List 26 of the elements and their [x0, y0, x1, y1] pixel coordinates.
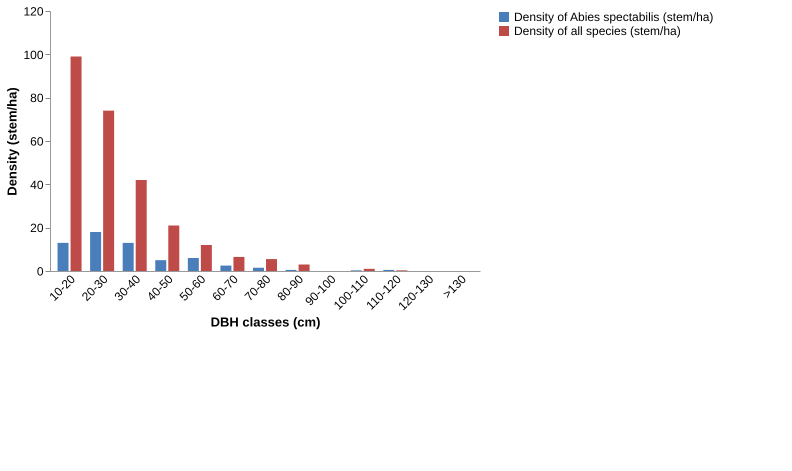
bar — [103, 110, 114, 271]
bar — [220, 266, 232, 271]
y-tick-label: 120 — [23, 4, 44, 18]
bar — [70, 56, 82, 271]
y-tick-label: 0 — [36, 264, 44, 278]
bar — [90, 232, 102, 271]
bar — [136, 180, 147, 271]
bar — [200, 245, 212, 271]
bar — [155, 260, 166, 271]
bar — [188, 258, 199, 271]
bar — [122, 242, 134, 271]
legend-label: Density of all species (stem/ha) — [514, 24, 681, 38]
bar — [168, 226, 180, 271]
y-tick-label: 60 — [30, 134, 44, 148]
bar — [298, 264, 310, 271]
bar — [266, 259, 278, 271]
y-tick-label: 20 — [30, 221, 44, 236]
bar — [252, 268, 264, 271]
y-tick-label: 100 — [23, 48, 44, 62]
bar — [233, 256, 244, 271]
y-tick-label: 40 — [30, 178, 44, 192]
legend-label: Density of Abies spectabilis (stem/ha) — [514, 10, 714, 24]
x-axis-title: DBH classes (cm) — [210, 314, 320, 330]
y-axis-title: Density (stem/ha) — [4, 87, 20, 196]
y-tick-label: 80 — [30, 91, 44, 106]
bar — [58, 242, 69, 271]
